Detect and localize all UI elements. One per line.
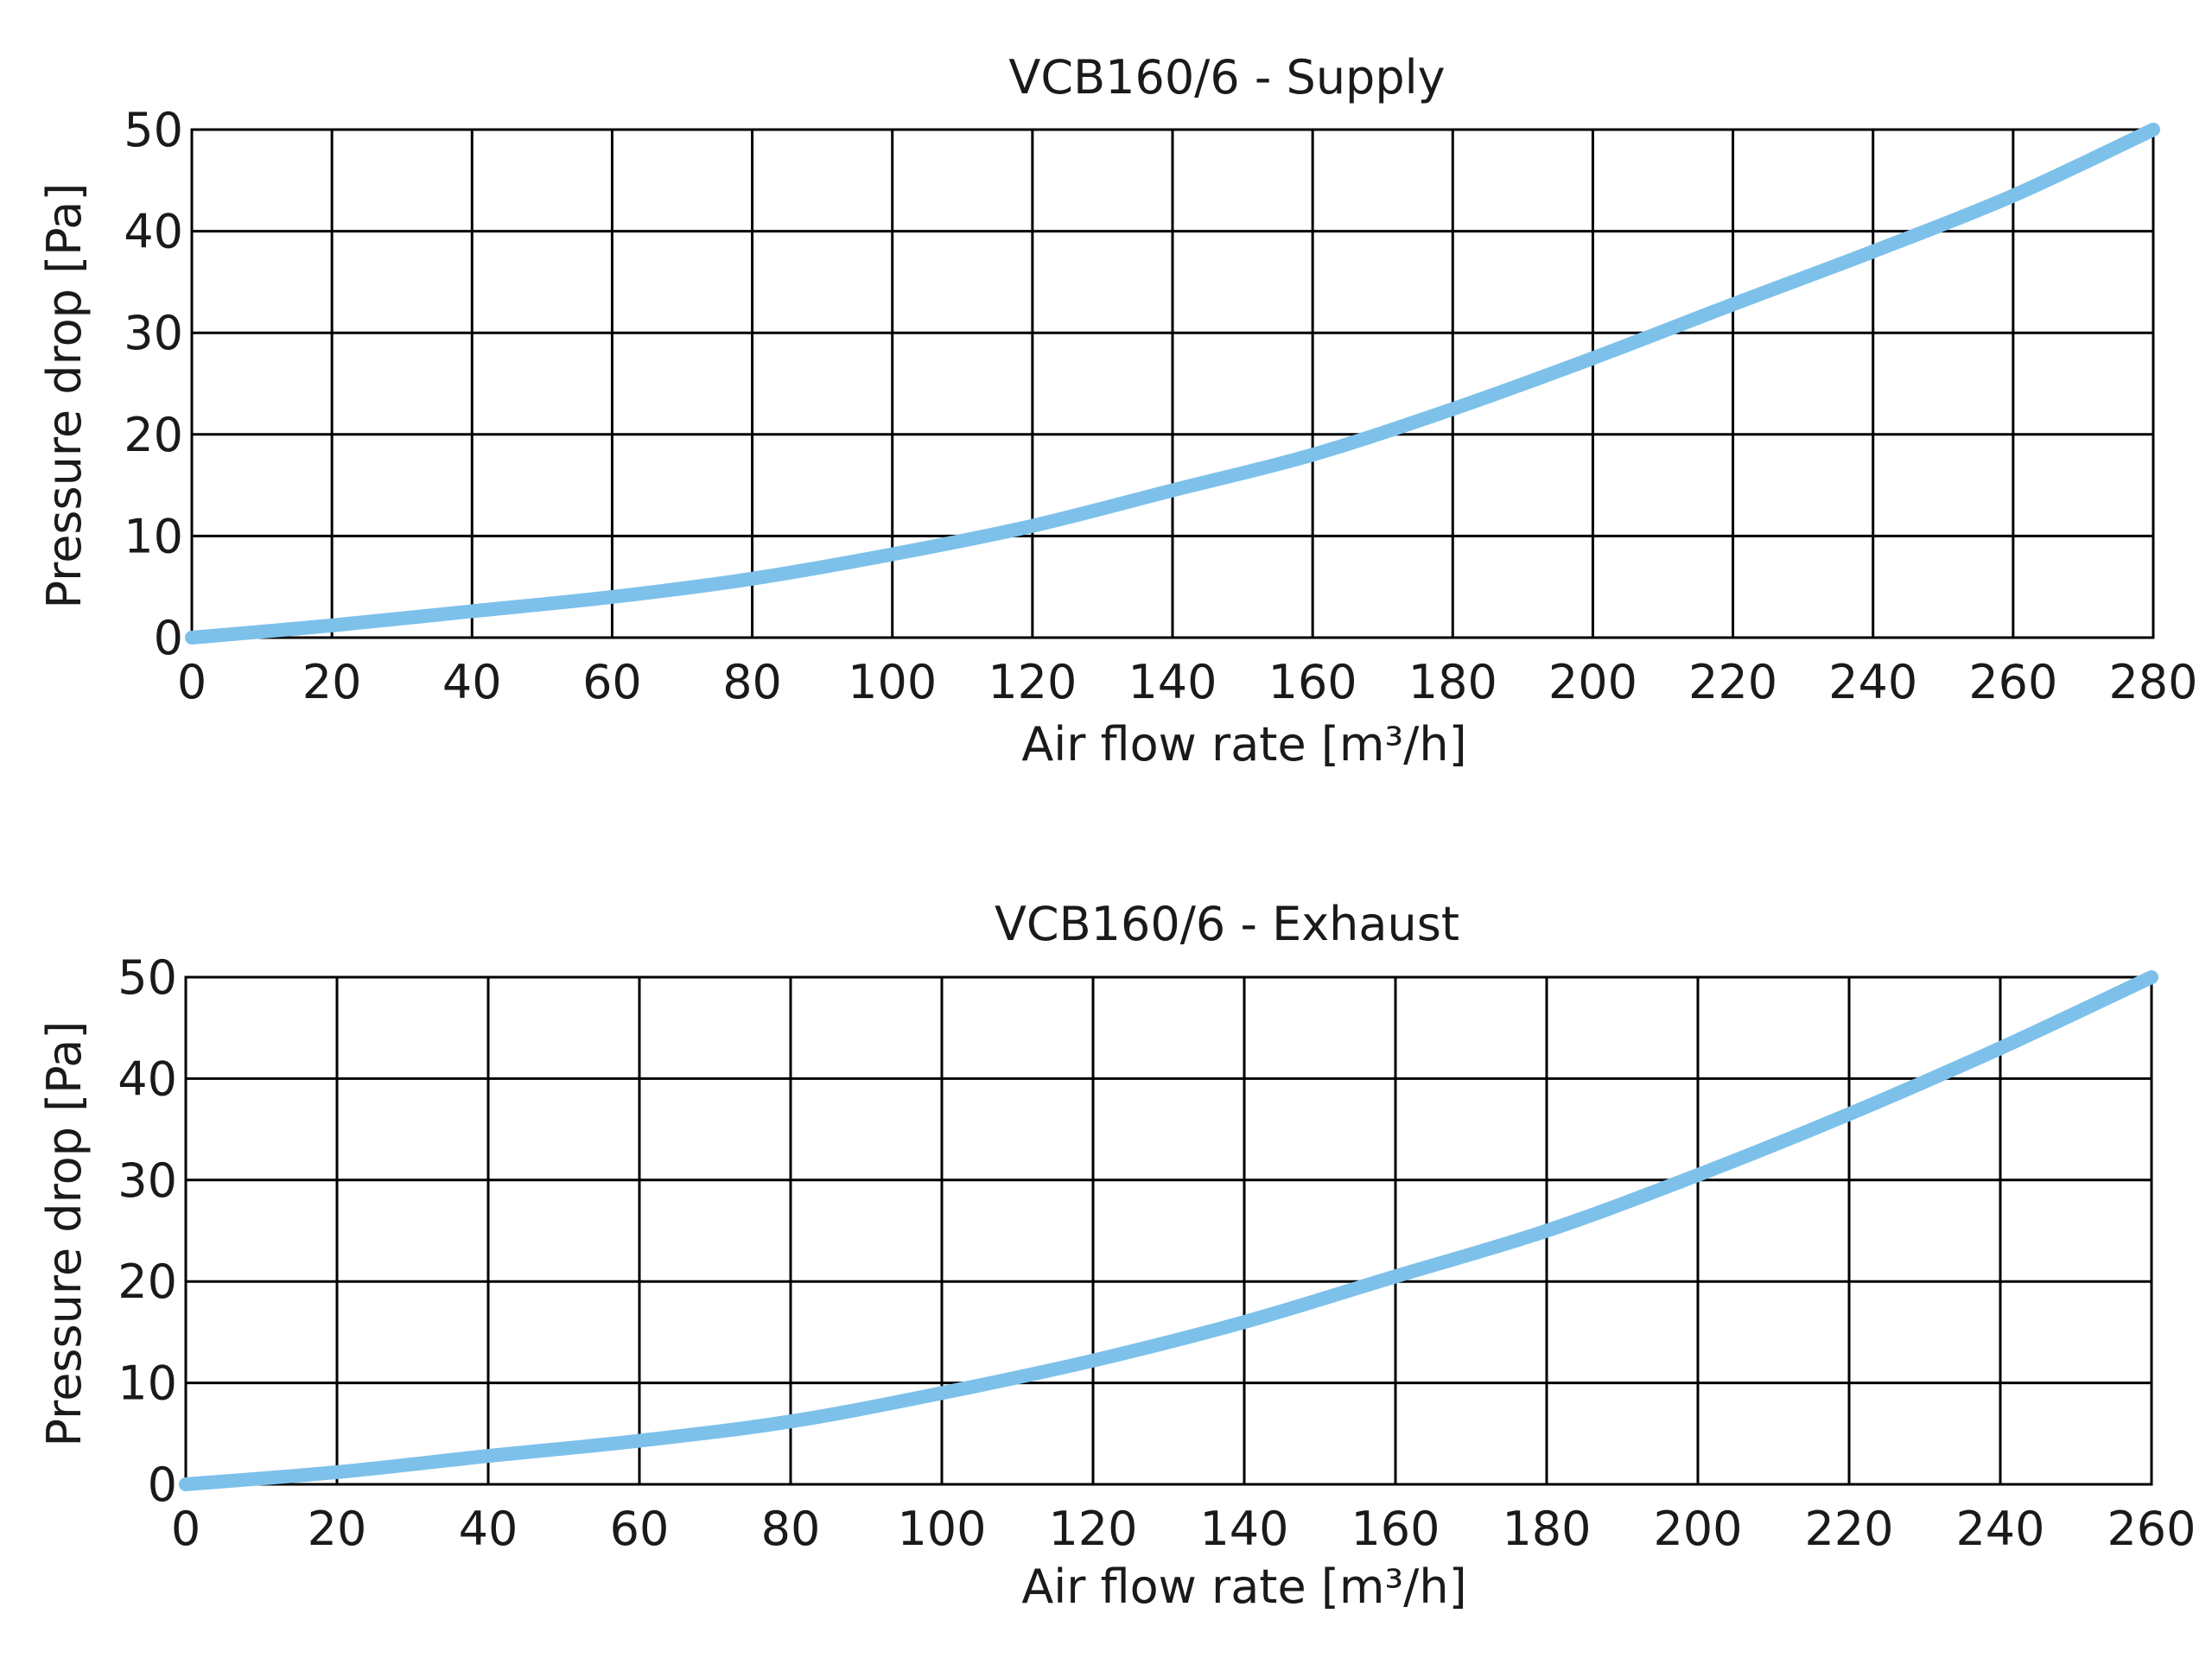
x-tick-label: 180 (1408, 655, 1497, 709)
x-tick-label: 140 (1128, 655, 1217, 709)
y-tick-label: 30 (124, 306, 183, 360)
x-tick-label: 160 (1268, 655, 1357, 709)
x-tick-label: 200 (1548, 655, 1637, 709)
x-tick-label: 160 (1351, 1502, 1440, 1556)
pressure-drop-curve (185, 123, 2160, 645)
y-tick-label: 0 (148, 1458, 177, 1512)
y-axis-title: Pressure drop [Pa] (37, 183, 92, 609)
y-tick-label: 10 (118, 1356, 177, 1411)
x-axis-title: Air flow rate [m³/h] (1021, 717, 1466, 772)
y-tick-label: 10 (124, 509, 183, 563)
x-tick-label: 240 (1828, 655, 1917, 709)
x-tick-label: 0 (177, 655, 207, 709)
x-tick-label: 200 (1653, 1502, 1742, 1556)
x-tick-label: 60 (610, 1502, 670, 1556)
x-tick-label: 260 (2107, 1502, 2196, 1556)
x-tick-label: 120 (988, 655, 1077, 709)
x-tick-label: 120 (1048, 1502, 1137, 1556)
x-tick-label: 100 (897, 1502, 986, 1556)
x-tick-label: 220 (1804, 1502, 1893, 1556)
x-axis-title: Air flow rate [m³/h] (1021, 1559, 1466, 1614)
y-tick-label: 30 (118, 1153, 177, 1208)
x-tick-label: 0 (171, 1502, 200, 1556)
x-tick-label: 20 (308, 1502, 367, 1556)
plot-frame (184, 975, 2153, 1486)
x-tick-label: 220 (1688, 655, 1777, 709)
x-tick-label: 260 (1968, 655, 2057, 709)
chart-title: VCB160/6 - Supply (1008, 50, 1445, 105)
x-tick-label: 140 (1199, 1502, 1288, 1556)
y-axis-title: Pressure drop [Pa] (37, 1021, 92, 1447)
y-tick-label: 40 (124, 205, 183, 259)
x-tick-label: 80 (722, 655, 782, 709)
x-tick-label: 60 (582, 655, 642, 709)
pressure-drop-curve (179, 970, 2158, 1491)
x-tick-label: 100 (848, 655, 937, 709)
y-tick-label: 20 (124, 408, 183, 462)
y-tick-label: 20 (118, 1255, 177, 1309)
x-tick-label: 180 (1502, 1502, 1591, 1556)
x-tick-label: 40 (442, 655, 502, 709)
plot-frame (190, 128, 2155, 639)
exhaust-chart: VCB160/6 - Exhaust Air flow rate [m³/h] … (37, 897, 2196, 1614)
x-tick-label: 20 (302, 655, 362, 709)
x-tick-label: 40 (459, 1502, 518, 1556)
x-tick-label: 280 (2108, 655, 2197, 709)
y-tick-label: 50 (124, 103, 183, 157)
chart-title: VCB160/6 - Exhaust (995, 897, 1459, 951)
supply-chart: VCB160/6 - Supply Air flow rate [m³/h] P… (37, 50, 2198, 772)
y-tick-label: 50 (118, 950, 177, 1005)
y-tick-label: 40 (118, 1051, 177, 1106)
x-tick-label: 80 (761, 1502, 821, 1556)
x-tick-label: 240 (1955, 1502, 2044, 1556)
y-tick-label: 0 (154, 611, 183, 665)
